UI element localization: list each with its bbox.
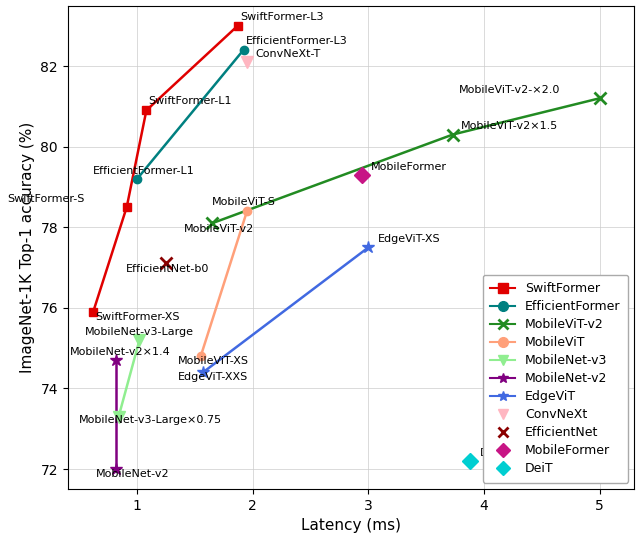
Text: EdgeViT-XXS: EdgeViT-XXS [178,372,248,382]
Text: MobileNet-v2: MobileNet-v2 [95,469,169,479]
Text: MobileViT-v2-×2.0: MobileViT-v2-×2.0 [459,85,560,95]
X-axis label: Latency (ms): Latency (ms) [301,519,401,534]
Text: MobileNet-v2×1.4: MobileNet-v2×1.4 [70,347,171,357]
Text: MobileViT-S: MobileViT-S [212,197,276,207]
Legend: SwiftFormer, EfficientFormer, MobileViT-v2, MobileViT, MobileNet-v3, MobileNet-v: SwiftFormer, EfficientFormer, MobileViT-… [483,275,628,483]
Text: MobileFormer: MobileFormer [371,162,447,171]
Text: MobileNet-v3-Large×0.75: MobileNet-v3-Large×0.75 [79,416,223,425]
Text: MobileViT-v2: MobileViT-v2 [184,224,253,234]
Text: MobileNet-v3-Large: MobileNet-v3-Large [85,327,194,337]
Text: EdgeViT-XS: EdgeViT-XS [378,234,440,244]
Text: MobileViT-v2×1.5: MobileViT-v2×1.5 [461,121,558,132]
Y-axis label: ImageNet-1K Top-1 accuracy (%): ImageNet-1K Top-1 accuracy (%) [20,122,35,373]
Text: ConvNeXt-T: ConvNeXt-T [255,49,321,59]
Text: EfficientNet-b0: EfficientNet-b0 [125,264,209,274]
Text: EfficientFormer-L1: EfficientFormer-L1 [93,165,195,176]
Text: SwiftFormer-L3: SwiftFormer-L3 [240,12,324,22]
Text: SwiftFormer-S: SwiftFormer-S [8,194,85,204]
Text: MobileViT-XS: MobileViT-XS [178,356,248,366]
Text: SwiftFormer-XS: SwiftFormer-XS [95,312,180,322]
Text: SwiftFormer-L1: SwiftFormer-L1 [148,96,232,106]
Text: DeiT-T: DeiT-T [479,448,513,458]
Text: EfficientFormer-L3: EfficientFormer-L3 [246,36,348,46]
